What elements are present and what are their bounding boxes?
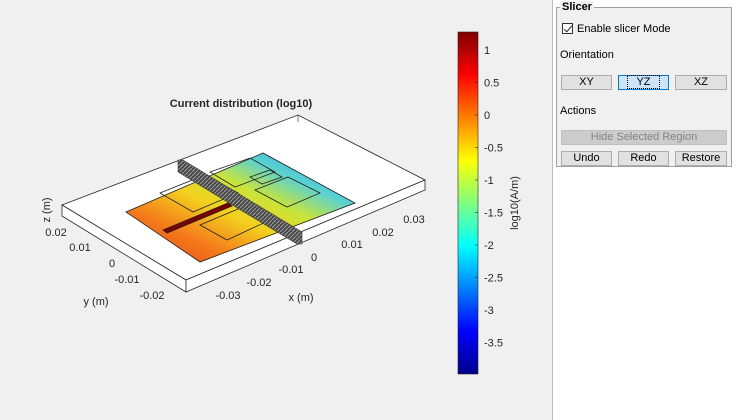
- colorbar-tick-label: -1.5: [484, 208, 503, 220]
- colorbar-tick-label: -2.5: [484, 273, 503, 285]
- y-axis: 0.02 0.01 0 -0.01 -0.02 y (m): [45, 227, 164, 308]
- colorbar-tick-label: -3: [484, 305, 494, 317]
- x-tick-label: 0.03: [403, 214, 424, 226]
- x-tick-label: 0.01: [341, 239, 362, 251]
- pane-divider[interactable]: [552, 0, 553, 420]
- y-tick-label: 0.01: [69, 242, 90, 254]
- colorbar-tick-label: 0.5: [484, 78, 499, 90]
- y-tick-label: -0.01: [114, 274, 139, 286]
- redo-button[interactable]: Redo: [618, 151, 669, 166]
- z-axis-label: z (m): [41, 197, 53, 222]
- hide-selected-region-button[interactable]: Hide Selected Region: [561, 130, 727, 145]
- actions-label: Actions: [560, 105, 597, 117]
- orientation-yz-button[interactable]: YZ: [618, 75, 669, 90]
- x-tick-label: 0.02: [372, 227, 393, 239]
- colorbar-tick-label: 1: [484, 45, 490, 57]
- y-tick-label: -0.02: [139, 290, 164, 302]
- x-axis-label: x (m): [288, 292, 313, 304]
- orientation-xz-button[interactable]: XZ: [675, 75, 727, 90]
- plot-title: Current distribution (log10): [170, 98, 313, 110]
- x-tick-label: 0: [311, 252, 317, 264]
- x-axis: -0.03 -0.02 -0.01 0 0.01 0.02 0.03 x (m): [215, 214, 424, 304]
- plot-canvas[interactable]: Current distribution (log10) -0.03 -0.02…: [0, 0, 552, 420]
- orientation-xz-label: XZ: [693, 76, 709, 88]
- colorbar-tick-label: 0: [484, 110, 490, 122]
- figure-area[interactable]: Current distribution (log10) -0.03 -0.02…: [0, 0, 552, 420]
- x-tick-label: -0.03: [215, 290, 240, 302]
- undo-button[interactable]: Undo: [561, 151, 612, 166]
- orientation-yz-label: YZ: [627, 75, 660, 89]
- x-tick-label: -0.02: [246, 277, 271, 289]
- orientation-xy-button[interactable]: XY: [561, 75, 612, 90]
- enable-slicer-label: Enable slicer Mode: [577, 22, 671, 35]
- y-tick-label: 0.02: [45, 227, 66, 239]
- x-tick-label: -0.01: [278, 264, 303, 276]
- colorbar-tick-label: -3.5: [484, 338, 503, 350]
- antenna-board[interactable]: [125, 152, 356, 263]
- colorbar-label: log10(A/m): [509, 176, 521, 230]
- enable-slicer-checkbox[interactable]: [562, 23, 573, 34]
- slicer-panel: Slicer Enable slicer Mode Orientation XY…: [556, 1, 732, 167]
- colorbar-tick-label: -2: [484, 240, 494, 252]
- slicer-title: Slicer: [560, 1, 594, 14]
- orientation-xy-label: XY: [579, 76, 594, 88]
- restore-button[interactable]: Restore: [675, 151, 727, 166]
- colorbar[interactable]: 1 0.5 0 -0.5 -1 -1.5 -2 -2.5 -3 -3.5 log10(A/m): [457, 31, 521, 375]
- colorbar-tick-label: -1: [484, 175, 494, 187]
- enable-slicer-row[interactable]: Enable slicer Mode: [562, 21, 671, 36]
- colorbar-tick-label: -0.5: [484, 143, 503, 155]
- y-axis-label: y (m): [83, 296, 108, 308]
- orientation-label: Orientation: [560, 49, 614, 61]
- y-tick-label: 0: [109, 258, 115, 270]
